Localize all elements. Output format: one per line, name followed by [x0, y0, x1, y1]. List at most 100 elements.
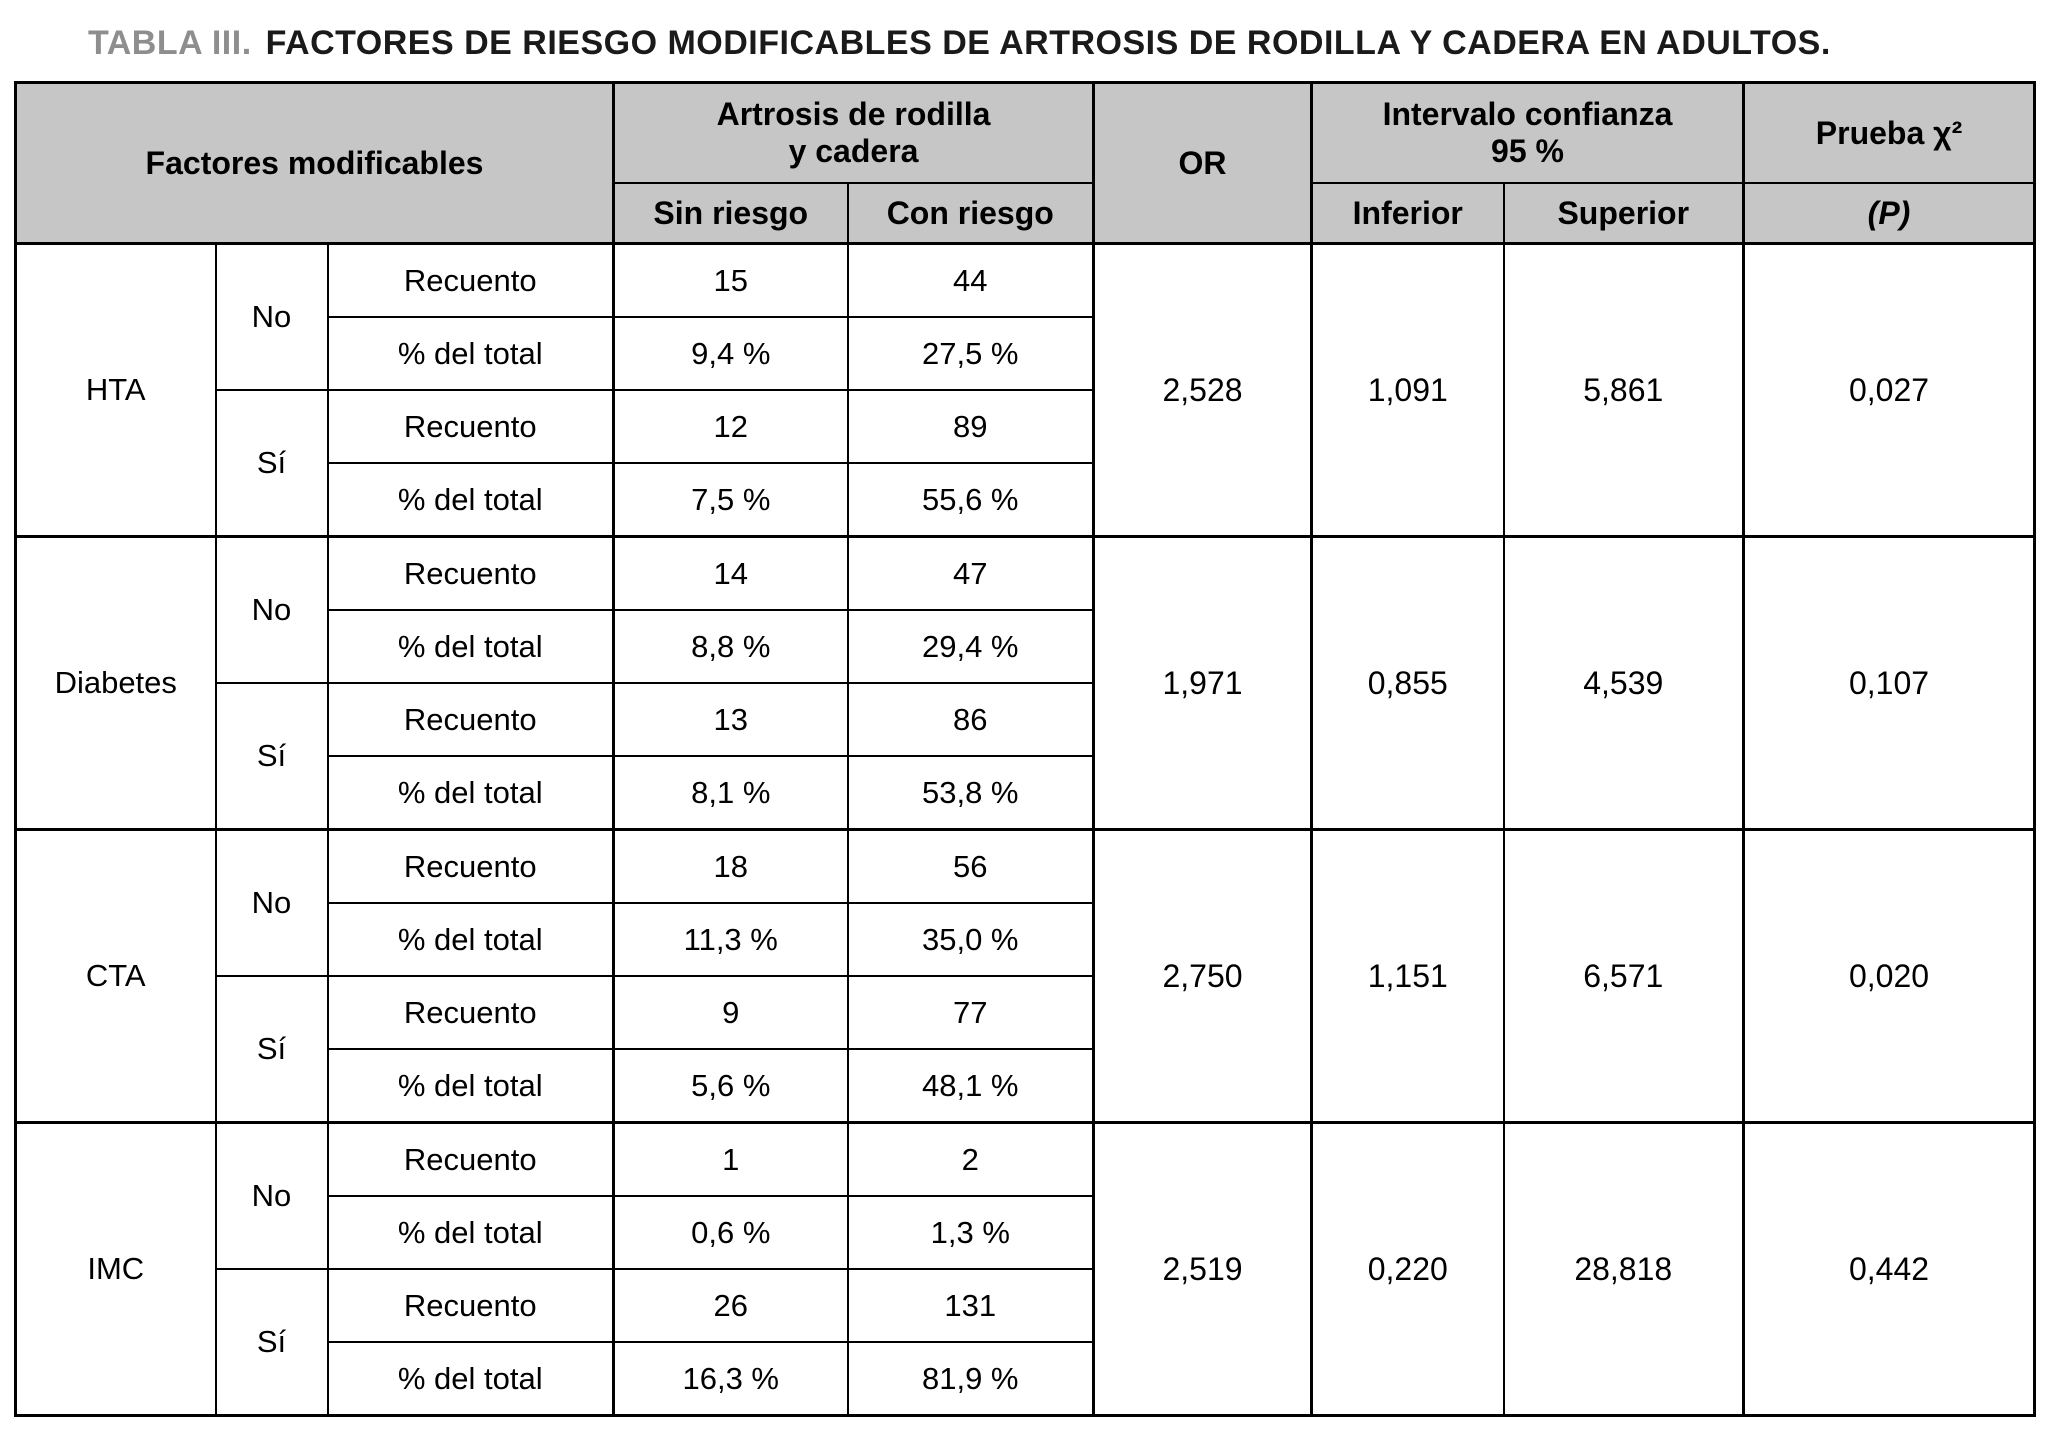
pct-label: % del total	[326, 609, 615, 684]
si-label: Sí	[214, 389, 329, 538]
cell-sin-riesgo: 8,1 %	[612, 755, 849, 831]
pct-label: % del total	[326, 1048, 615, 1124]
header-inferior: Inferior	[1310, 182, 1505, 245]
recuento-label: Recuento	[326, 242, 615, 318]
cell-sin-riesgo: 7,5 %	[612, 462, 849, 538]
cell-sin-riesgo: 0,6 %	[612, 1195, 849, 1270]
table-row: % del total 5,6 % 48,1 %	[16, 1048, 2035, 1124]
cell-con-riesgo: 77	[846, 975, 1095, 1050]
cell-sin-riesgo: 11,3 %	[612, 902, 849, 977]
cell-con-riesgo: 81,9 %	[846, 1341, 1095, 1417]
cell-sin-riesgo: 1	[612, 1121, 849, 1197]
header-sin-riesgo: Sin riesgo	[612, 182, 849, 245]
pct-label: % del total	[326, 902, 615, 977]
factor-group-cta: CTA No Recuento 18 56 2,750 1,151 6,571 …	[14, 828, 2036, 1124]
table-row: % del total 8,1 % 53,8 %	[16, 755, 2035, 831]
ci-inferior-value: 0,855	[1310, 535, 1505, 831]
header-p: (P)	[1742, 182, 2036, 245]
header-intervalo-confianza: Intervalo confianza 95 %	[1310, 81, 1745, 184]
recuento-label: Recuento	[326, 1268, 615, 1343]
p-value: 0,107	[1742, 535, 2036, 831]
factor-name: IMC	[14, 1121, 217, 1417]
p-value: 0,020	[1742, 828, 2036, 1124]
table-row: % del total 9,4 % 27,5 %	[16, 316, 2035, 391]
si-label: Sí	[214, 682, 329, 831]
table-row: Diabetes No Recuento 14 47 1,971 0,855 4…	[14, 535, 2036, 831]
cell-sin-riesgo: 9,4 %	[612, 316, 849, 391]
cell-con-riesgo: 29,4 %	[846, 609, 1095, 684]
table-row: CTA No Recuento 18 56 2,750 1,151 6,571 …	[14, 828, 2036, 1124]
table-row: Sí Recuento 9 77	[16, 975, 2035, 1124]
cell-con-riesgo: 47	[846, 535, 1095, 611]
ci-inferior-value: 1,091	[1310, 242, 1505, 538]
factor-name: Diabetes	[14, 535, 217, 831]
cell-sin-riesgo: 5,6 %	[612, 1048, 849, 1124]
recuento-label: Recuento	[326, 389, 615, 464]
cell-con-riesgo: 53,8 %	[846, 755, 1095, 831]
header-superior: Superior	[1502, 182, 1745, 245]
header-prueba-chi2: Prueba χ²	[1742, 81, 2036, 184]
cell-con-riesgo: 48,1 %	[846, 1048, 1095, 1124]
factor-group-hta: HTA No Recuento 15 44 2,528 1,091 5,861 …	[14, 242, 2036, 538]
cell-con-riesgo: 1,3 %	[846, 1195, 1095, 1270]
pct-label: % del total	[326, 1195, 615, 1270]
cell-sin-riesgo: 26	[612, 1268, 849, 1343]
cell-sin-riesgo: 13	[612, 682, 849, 757]
cell-sin-riesgo: 8,8 %	[612, 609, 849, 684]
or-value: 1,971	[1092, 535, 1313, 831]
factor-group-imc: IMC No Recuento 1 2 2,519 0,220 28,818 0…	[14, 1121, 2036, 1417]
ci-superior-value: 6,571	[1502, 828, 1745, 1124]
factor-name: HTA	[14, 242, 217, 538]
table-caption: TABLA III. FACTORES DE RIESGO MODIFICABLE…	[88, 24, 2033, 63]
table-row: HTA No Recuento 15 44 2,528 1,091 5,861 …	[14, 242, 2036, 538]
cell-sin-riesgo: 16,3 %	[612, 1341, 849, 1417]
cell-con-riesgo: 56	[846, 828, 1095, 904]
cell-con-riesgo: 35,0 %	[846, 902, 1095, 977]
pct-label: % del total	[326, 755, 615, 831]
table-row: Sí Recuento 12 89	[16, 389, 2035, 538]
ci-inferior-value: 1,151	[1310, 828, 1505, 1124]
factor-name: CTA	[14, 828, 217, 1124]
table-number-label: TABLA III.	[88, 24, 252, 62]
ci-inferior-value: 0,220	[1310, 1121, 1505, 1417]
cell-con-riesgo: 89	[846, 389, 1095, 464]
no-label: No	[214, 1121, 329, 1270]
header-factores-modificables: Factores modificables	[14, 81, 615, 245]
cell-con-riesgo: 2	[846, 1121, 1095, 1197]
risk-factors-table: Factores modificables Artrosis de rodill…	[14, 81, 2036, 1417]
factor-group-diabetes: Diabetes No Recuento 14 47 1,971 0,855 4…	[14, 535, 2036, 831]
cell-sin-riesgo: 18	[612, 828, 849, 904]
table-header: Factores modificables Artrosis de rodill…	[14, 81, 2036, 245]
no-label: No	[214, 535, 329, 684]
no-label: No	[214, 242, 329, 391]
or-value: 2,528	[1092, 242, 1313, 538]
recuento-label: Recuento	[326, 535, 615, 611]
table-row: IMC No Recuento 1 2 2,519 0,220 28,818 0…	[14, 1121, 2036, 1417]
or-value: 2,750	[1092, 828, 1313, 1124]
si-label: Sí	[214, 1268, 329, 1417]
cell-sin-riesgo: 14	[612, 535, 849, 611]
recuento-label: Recuento	[326, 975, 615, 1050]
cell-sin-riesgo: 12	[612, 389, 849, 464]
ci-superior-value: 5,861	[1502, 242, 1745, 538]
cell-con-riesgo: 86	[846, 682, 1095, 757]
table-row: Sí Recuento 13 86	[16, 682, 2035, 831]
pct-label: % del total	[326, 462, 615, 538]
table-row: % del total 11,3 % 35,0 %	[16, 902, 2035, 977]
or-value: 2,519	[1092, 1121, 1313, 1417]
table-row: % del total 8,8 % 29,4 %	[16, 609, 2035, 684]
p-value: 0,027	[1742, 242, 2036, 538]
no-label: No	[214, 828, 329, 977]
cell-con-riesgo: 55,6 %	[846, 462, 1095, 538]
ci-superior-value: 28,818	[1502, 1121, 1745, 1417]
header-con-riesgo: Con riesgo	[846, 182, 1095, 245]
ci-superior-value: 4,539	[1502, 535, 1745, 831]
p-value: 0,442	[1742, 1121, 2036, 1417]
cell-sin-riesgo: 9	[612, 975, 849, 1050]
pct-label: % del total	[326, 316, 615, 391]
recuento-label: Recuento	[326, 682, 615, 757]
table-row: % del total 7,5 % 55,6 %	[16, 462, 2035, 538]
cell-con-riesgo: 44	[846, 242, 1095, 318]
table-title-text: FACTORES DE RIESGO MODIFICABLES DE ARTRO…	[265, 24, 1831, 62]
